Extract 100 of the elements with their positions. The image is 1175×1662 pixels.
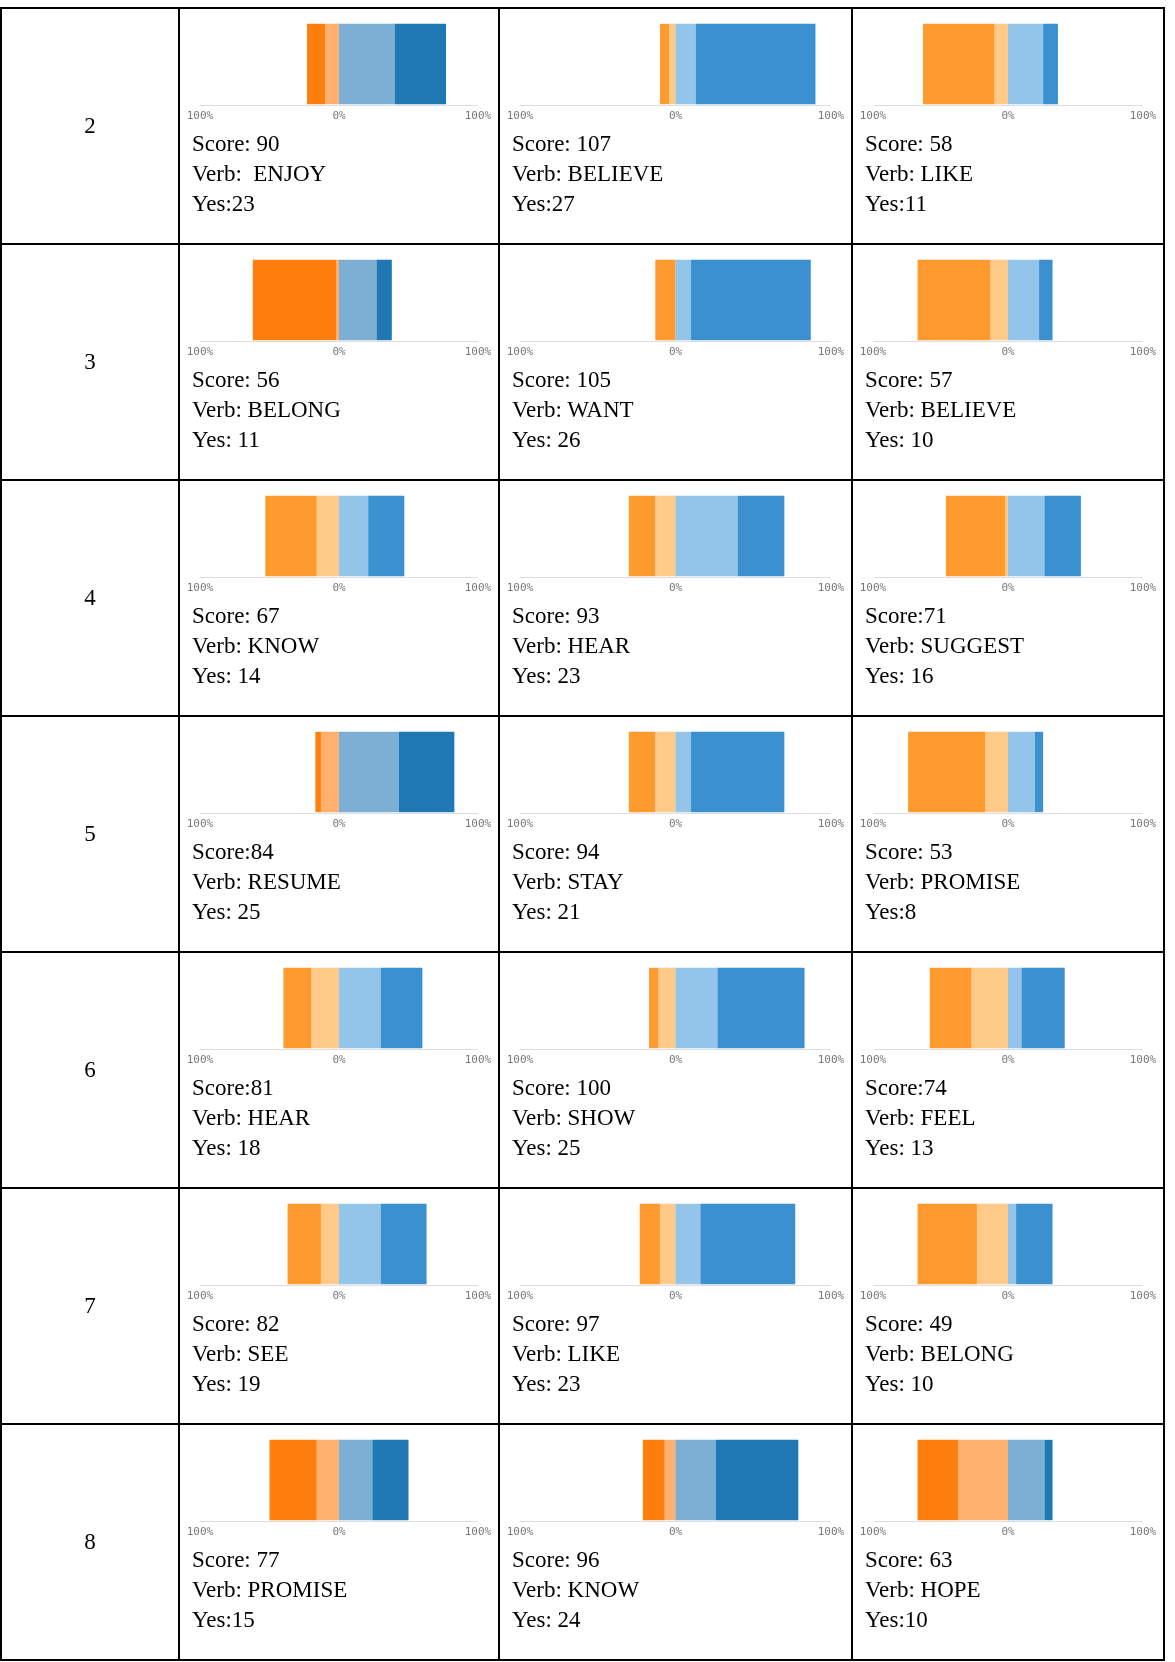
text: Yes:11 bbox=[865, 190, 928, 218]
x-tick-label: 100% bbox=[464, 345, 492, 359]
text: Yes:15 bbox=[192, 1606, 256, 1634]
text: Score: 82 bbox=[192, 1310, 281, 1338]
text: Verb: ENJOY bbox=[192, 160, 328, 188]
text: Yes: 24 bbox=[512, 1606, 582, 1634]
x-tick-label: 100% bbox=[817, 581, 845, 595]
x-tick-label: 0% bbox=[332, 817, 346, 831]
x-tick-label: 100% bbox=[859, 1053, 887, 1067]
x-tick-label: 100% bbox=[1129, 817, 1157, 831]
text: Yes:27 bbox=[512, 190, 576, 218]
x-tick-label: 100% bbox=[506, 109, 534, 123]
x-tick-label: 100% bbox=[186, 817, 214, 831]
text: 7 bbox=[2, 1189, 180, 1425]
text: Score: 63 bbox=[865, 1546, 954, 1574]
text: Score: 56 bbox=[192, 366, 281, 394]
text: Yes: 14 bbox=[192, 662, 262, 690]
x-tick-label: 0% bbox=[1001, 109, 1015, 123]
x-tick-label: 100% bbox=[464, 1289, 492, 1303]
x-tick-label: 100% bbox=[506, 581, 534, 595]
text: Yes: 10 bbox=[865, 1370, 935, 1398]
x-tick-label: 0% bbox=[1001, 345, 1015, 359]
x-tick-label: 0% bbox=[332, 1525, 346, 1539]
text: Score:71 bbox=[865, 602, 948, 630]
text: Verb: HOPE bbox=[865, 1576, 982, 1604]
x-tick-label: 0% bbox=[668, 817, 683, 831]
x-tick-label: 100% bbox=[186, 1289, 214, 1303]
text: Verb: WANT bbox=[512, 396, 635, 424]
x-tick-label: 100% bbox=[464, 581, 492, 595]
text: Verb: LIKE bbox=[865, 160, 974, 188]
x-tick-label: 100% bbox=[859, 1525, 887, 1539]
x-tick-label: 100% bbox=[186, 1053, 214, 1067]
x-tick-label: 100% bbox=[186, 345, 214, 359]
x-tick-label: 100% bbox=[859, 817, 887, 831]
text: Score: 77 bbox=[192, 1546, 281, 1574]
text: Verb: SHOW bbox=[512, 1104, 637, 1132]
x-tick-label: 100% bbox=[1129, 1289, 1157, 1303]
x-tick-label: 100% bbox=[859, 581, 887, 595]
text: Verb: BELONG bbox=[865, 1340, 1015, 1368]
x-tick-label: 100% bbox=[1129, 109, 1157, 123]
x-tick-label: 0% bbox=[668, 581, 683, 595]
x-tick-label: 100% bbox=[506, 1289, 534, 1303]
text: Score:74 bbox=[865, 1074, 948, 1102]
x-tick-label: 100% bbox=[186, 1525, 214, 1539]
text: Score: 90 bbox=[192, 130, 281, 158]
text: Yes:10 bbox=[865, 1606, 929, 1634]
text: Verb: BELIEVE bbox=[865, 396, 1018, 424]
x-tick-label: 100% bbox=[464, 1525, 492, 1539]
x-tick-label: 100% bbox=[506, 1053, 534, 1067]
text: Score: 53 bbox=[865, 838, 954, 866]
x-tick-label: 0% bbox=[1001, 817, 1015, 831]
text: Verb: PROMISE bbox=[865, 868, 1022, 896]
x-tick-label: 0% bbox=[668, 1289, 683, 1303]
text: Verb: RESUME bbox=[192, 868, 342, 896]
x-tick-label: 0% bbox=[668, 1053, 683, 1067]
text: Score: 57 bbox=[865, 366, 954, 394]
x-tick-label: 100% bbox=[859, 109, 887, 123]
text: 8 bbox=[2, 1425, 180, 1661]
text: Verb: KNOW bbox=[192, 632, 321, 660]
x-tick-label: 0% bbox=[668, 345, 683, 359]
text: Verb: BELONG bbox=[192, 396, 342, 424]
x-tick-label: 100% bbox=[1129, 581, 1157, 595]
text: 3 bbox=[2, 245, 180, 481]
text: Verb: KNOW bbox=[512, 1576, 641, 1604]
x-tick-label: 0% bbox=[332, 1289, 346, 1303]
text: Yes: 23 bbox=[512, 1370, 582, 1398]
text: Yes: 25 bbox=[512, 1134, 582, 1162]
text: Score: 93 bbox=[512, 602, 601, 630]
x-tick-label: 100% bbox=[506, 1525, 534, 1539]
x-tick-label: 0% bbox=[1001, 1053, 1015, 1067]
x-tick-label: 0% bbox=[332, 581, 346, 595]
text: 6 bbox=[2, 953, 180, 1189]
x-tick-label: 0% bbox=[332, 109, 346, 123]
x-tick-label: 100% bbox=[1129, 345, 1157, 359]
text: 4 bbox=[2, 481, 180, 717]
x-tick-label: 100% bbox=[859, 1289, 887, 1303]
text: Yes: 13 bbox=[865, 1134, 935, 1162]
text: Verb: HEAR bbox=[512, 632, 632, 660]
x-tick-label: 0% bbox=[668, 109, 683, 123]
text: Verb: SEE bbox=[192, 1340, 290, 1368]
text: Yes: 11 bbox=[192, 426, 261, 454]
text: Yes:23 bbox=[192, 190, 256, 218]
text: Score: 58 bbox=[865, 130, 954, 158]
x-tick-label: 0% bbox=[1001, 1525, 1015, 1539]
text: Yes: 10 bbox=[865, 426, 935, 454]
x-tick-label: 100% bbox=[464, 109, 492, 123]
x-tick-label: 100% bbox=[186, 581, 214, 595]
text: 5 bbox=[2, 717, 180, 953]
text: Verb: PROMISE bbox=[192, 1576, 349, 1604]
x-tick-label: 100% bbox=[817, 1525, 845, 1539]
x-tick-label: 100% bbox=[464, 1053, 492, 1067]
text: Score: 94 bbox=[512, 838, 601, 866]
x-tick-label: 0% bbox=[332, 345, 346, 359]
text: 2 bbox=[2, 9, 180, 245]
text: Yes: 26 bbox=[512, 426, 582, 454]
text: Score: 67 bbox=[192, 602, 281, 630]
x-tick-label: 100% bbox=[464, 817, 492, 831]
text: Score:81 bbox=[192, 1074, 275, 1102]
x-tick-label: 0% bbox=[668, 1525, 683, 1539]
text: Score: 97 bbox=[512, 1310, 601, 1338]
